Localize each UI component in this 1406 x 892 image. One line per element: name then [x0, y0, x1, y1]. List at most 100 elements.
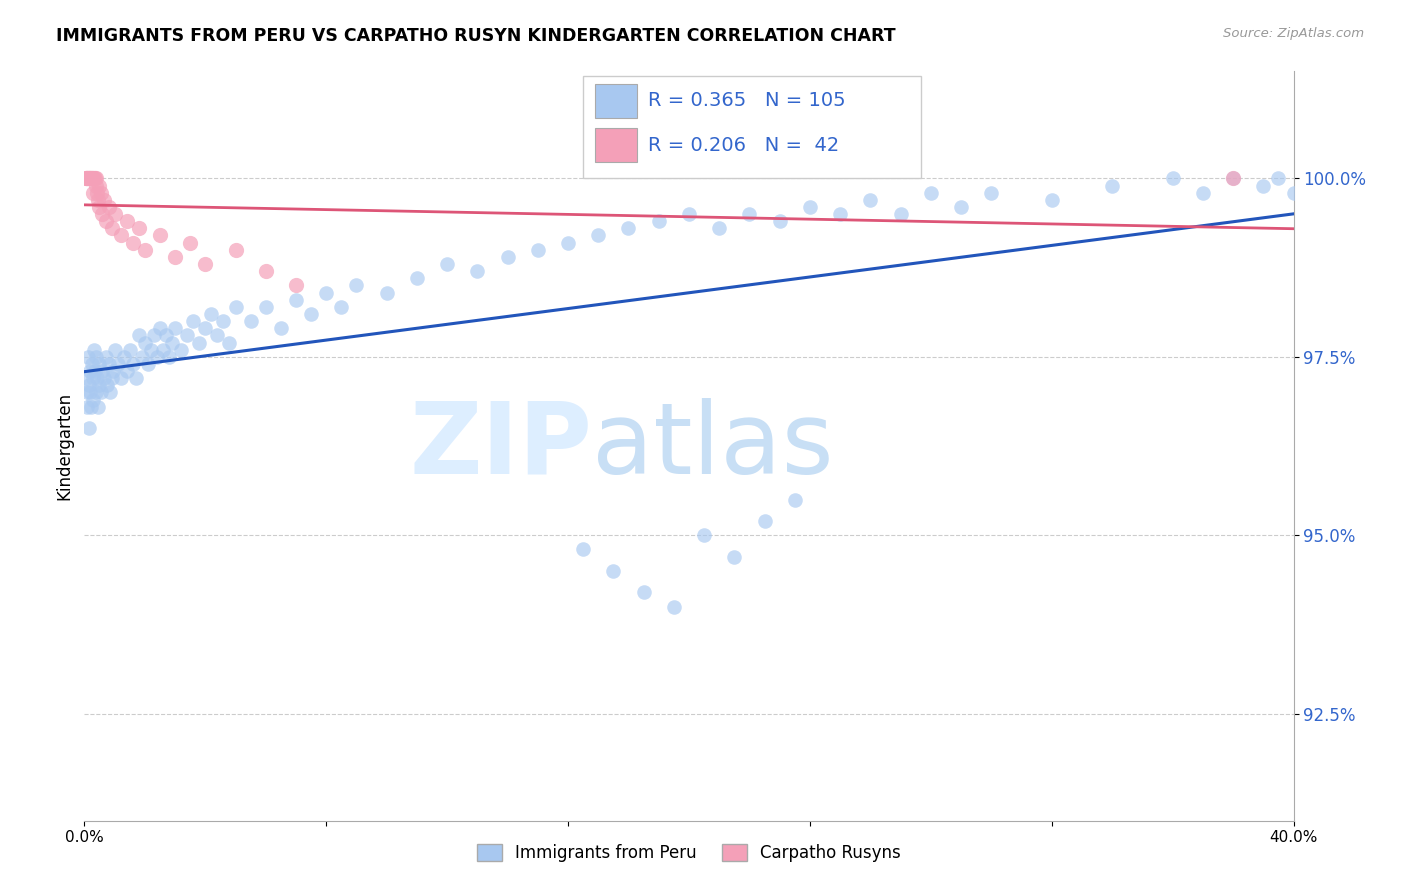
Point — [77, 421, 100, 435]
Legend: Immigrants from Peru, Carpatho Rusyns: Immigrants from Peru, Carpatho Rusyns — [470, 837, 908, 869]
Point — [179, 235, 201, 250]
Point — [207, 328, 229, 343]
Point — [84, 385, 107, 400]
Point — [678, 207, 700, 221]
Point — [75, 171, 97, 186]
Point — [118, 343, 141, 357]
Point — [723, 549, 745, 564]
Point — [86, 171, 108, 186]
Point — [80, 171, 103, 186]
Point — [188, 335, 211, 350]
Point — [80, 171, 103, 186]
Point — [77, 350, 100, 364]
Point — [285, 293, 308, 307]
Point — [136, 357, 159, 371]
Point — [648, 214, 671, 228]
Point — [125, 371, 148, 385]
Point — [662, 599, 685, 614]
Point — [572, 542, 595, 557]
Point — [82, 171, 104, 186]
Point — [155, 328, 177, 343]
Point — [149, 228, 172, 243]
Point — [194, 257, 217, 271]
Point — [112, 350, 135, 364]
Point — [142, 328, 165, 343]
Point — [89, 378, 111, 392]
Point — [80, 357, 103, 371]
Point — [131, 350, 153, 364]
Point — [170, 343, 193, 357]
Point — [346, 278, 368, 293]
Point — [87, 193, 110, 207]
Point — [91, 207, 114, 221]
Point — [754, 514, 776, 528]
Point — [87, 357, 110, 371]
Point — [79, 385, 101, 400]
Point — [75, 371, 97, 385]
Point — [146, 350, 169, 364]
Point — [87, 178, 110, 193]
Point — [176, 328, 198, 343]
Point — [225, 243, 247, 257]
Point — [496, 250, 519, 264]
Point — [212, 314, 235, 328]
Point — [633, 585, 655, 599]
Point — [436, 257, 458, 271]
Point — [97, 357, 120, 371]
Point — [110, 228, 132, 243]
Point — [1253, 178, 1275, 193]
Point — [104, 207, 127, 221]
Point — [86, 371, 108, 385]
Point — [270, 321, 292, 335]
Point — [200, 307, 222, 321]
Point — [157, 350, 180, 364]
Point — [128, 328, 150, 343]
Point — [121, 235, 143, 250]
Point — [950, 200, 973, 214]
Point — [90, 186, 112, 200]
Text: Source: ZipAtlas.com: Source: ZipAtlas.com — [1223, 27, 1364, 40]
Text: R = 0.365   N = 105: R = 0.365 N = 105 — [648, 91, 846, 111]
Point — [90, 385, 112, 400]
Point — [80, 400, 103, 414]
Point — [693, 528, 716, 542]
Point — [104, 343, 127, 357]
Point — [920, 186, 942, 200]
Point — [76, 385, 98, 400]
Point — [299, 307, 322, 321]
Point — [617, 221, 640, 235]
Point — [77, 171, 100, 186]
Point — [239, 314, 262, 328]
Point — [76, 171, 98, 186]
Point — [139, 343, 162, 357]
Point — [76, 400, 98, 414]
Point — [165, 321, 187, 335]
Point — [134, 243, 156, 257]
Point — [100, 221, 122, 235]
Point — [76, 171, 98, 186]
Text: IMMIGRANTS FROM PERU VS CARPATHO RUSYN KINDERGARTEN CORRELATION CHART: IMMIGRANTS FROM PERU VS CARPATHO RUSYN K… — [56, 27, 896, 45]
Point — [79, 364, 101, 378]
Point — [82, 171, 104, 186]
Point — [890, 207, 912, 221]
Point — [97, 200, 120, 214]
Point — [121, 357, 143, 371]
Point — [859, 193, 882, 207]
Point — [557, 235, 579, 250]
Point — [181, 314, 204, 328]
Point — [128, 221, 150, 235]
Point — [83, 343, 105, 357]
Point — [115, 214, 138, 228]
Point — [86, 186, 108, 200]
Point — [1222, 171, 1244, 186]
Point — [79, 171, 101, 186]
Point — [375, 285, 398, 300]
Point — [1192, 186, 1215, 200]
Text: R = 0.206   N =  42: R = 0.206 N = 42 — [648, 136, 839, 155]
Point — [94, 214, 117, 228]
Point — [254, 264, 277, 278]
Point — [107, 357, 129, 371]
Point — [94, 350, 117, 364]
Y-axis label: Kindergarten: Kindergarten — [55, 392, 73, 500]
Point — [1282, 186, 1305, 200]
